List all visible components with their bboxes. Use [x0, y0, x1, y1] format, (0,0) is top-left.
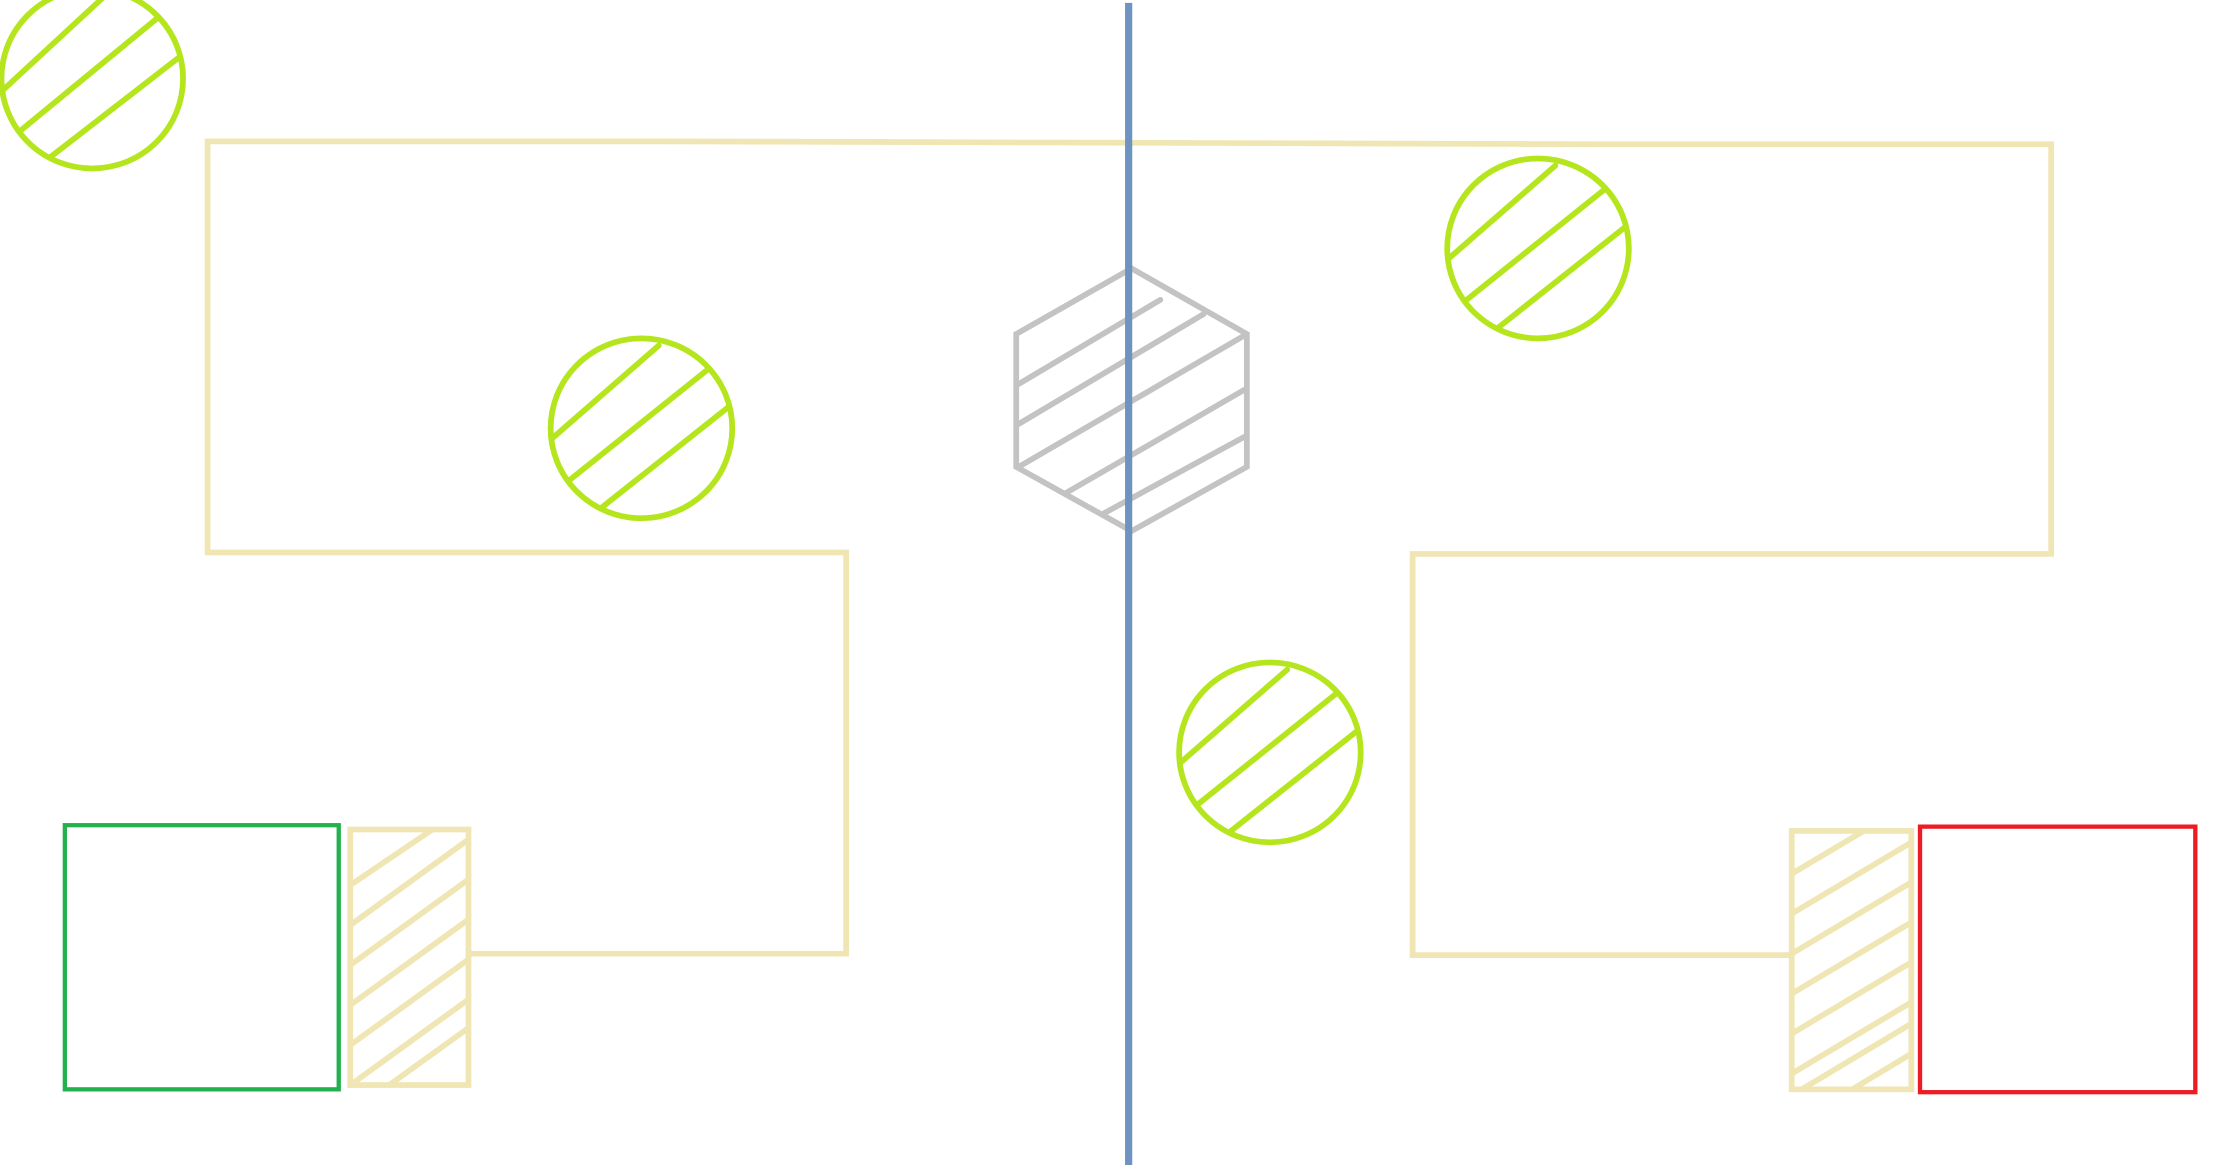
ball-middle-left: [547, 335, 736, 522]
ball-middle-center: [1176, 659, 1364, 846]
right-track-outline: [1409, 141, 2055, 958]
right-hatched-block: [1788, 828, 1915, 1093]
ball-top-right: [1444, 155, 1632, 342]
left-track-outline: [204, 138, 850, 957]
ball-top-left: [0, 0, 186, 172]
left-goal-box: [62, 823, 341, 1092]
left-hatched-block: [347, 826, 472, 1088]
right-goal-box: [1917, 824, 2198, 1095]
